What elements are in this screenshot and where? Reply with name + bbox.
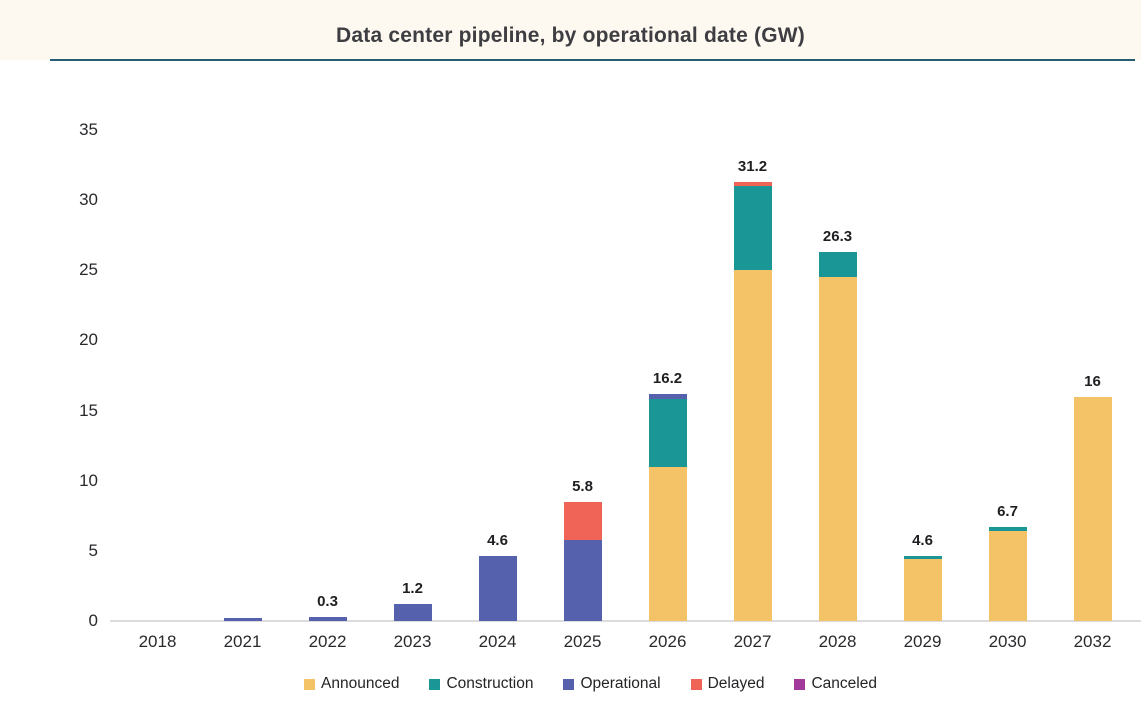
header-band: [0, 0, 1141, 60]
bar-value-label: 1.2: [402, 580, 423, 598]
bar-segment-announced: [1073, 396, 1112, 621]
bar-segment-operational: [223, 618, 262, 621]
bar-stack: [478, 556, 517, 621]
bar-stack: [818, 252, 857, 621]
x-tick-label: 2027: [733, 632, 772, 651]
y-tick-label: 30: [79, 190, 98, 210]
bar-segment-construction: [988, 527, 1027, 532]
legend-swatch-icon: [304, 678, 316, 690]
bar-segment-operational: [478, 556, 517, 621]
legend-swatch-icon: [794, 678, 806, 690]
bar-value-label: 6.7: [997, 503, 1018, 521]
bar-stack: [648, 393, 687, 621]
chart-title: Data center pipeline, by operational dat…: [336, 24, 805, 47]
x-axis: 2018 2021 2022 2023 2024 2025 2026 2027 2028 2029…: [115, 632, 1135, 652]
bar-segment-delayed: [733, 181, 772, 187]
legend-item-delayed: Delayed: [690, 675, 765, 693]
plot-area: 0.3 1.2 4.6 5.8 16.2 31.2 26.3 4.6 6.7 16: [110, 130, 1141, 622]
bar-stack: [733, 181, 772, 621]
y-axis: 0 5 10 15 20 25 30 35: [0, 120, 98, 630]
x-tick-label: 2030: [988, 632, 1027, 651]
bar-value-label: 16.2: [652, 369, 683, 387]
bar-2027: 31.2: [710, 130, 795, 621]
bar-2023: 1.2: [370, 130, 455, 621]
legend-item-construction: Construction: [429, 675, 533, 693]
bar-stack: [988, 527, 1027, 621]
x-axis-line: [110, 620, 1141, 622]
bar-2024: 4.6: [455, 130, 540, 621]
bar-2030: 6.7: [965, 130, 1050, 621]
bar-2032: 16: [1050, 130, 1135, 621]
x-tick-label: 2025: [563, 632, 602, 651]
bar-2018: [115, 130, 200, 621]
x-tick-label: 2029: [903, 632, 942, 651]
bar-segment-operational: [563, 539, 602, 621]
y-tick-label: 25: [79, 260, 98, 280]
bar-segment-operational: [308, 616, 347, 621]
x-tick-label: 2026: [648, 632, 687, 651]
bar-segment-construction: [903, 556, 942, 560]
bar-value-label: 0.3: [317, 592, 338, 610]
legend-label: Construction: [446, 675, 534, 692]
y-tick-label: 20: [79, 330, 98, 350]
bar-stack: [308, 616, 347, 621]
bar-value-label: 31.2: [737, 157, 768, 175]
legend-item-operational: Operational: [563, 675, 661, 693]
bar-segment-announced: [988, 531, 1027, 621]
legend-label: Canceled: [811, 675, 877, 692]
bar-2026: 16.2: [625, 130, 710, 621]
y-tick-label: 15: [79, 400, 98, 420]
x-tick-label: 2021: [223, 632, 262, 651]
legend-swatch-icon: [690, 678, 702, 690]
bar-2022: 0.3: [285, 130, 370, 621]
x-tick-label: 2032: [1073, 632, 1112, 651]
bar-value-label: 4.6: [912, 532, 933, 550]
bar-segment-construction: [733, 186, 772, 271]
legend-label: Delayed: [707, 675, 765, 692]
x-tick-label: 2018: [138, 632, 177, 651]
bar-stack: [223, 618, 262, 621]
bar-value-label: 26.3: [822, 228, 853, 246]
bar-segment-announced: [648, 466, 687, 621]
legend: Announced Construction Operational Delayed C…: [0, 675, 1141, 693]
bar-segment-operational: [648, 393, 687, 400]
legend-item-announced: Announced: [304, 675, 399, 693]
bar-stack: [393, 604, 432, 621]
bar-stack: [1073, 396, 1112, 621]
bar-2028: 26.3: [795, 130, 880, 621]
bar-2029: 4.6: [880, 130, 965, 621]
x-tick-label: 2024: [478, 632, 517, 651]
bar-value-label: 5.8: [572, 477, 593, 495]
y-tick-label: 0: [88, 611, 98, 630]
legend-item-canceled: Canceled: [794, 675, 877, 693]
legend-label: Operational: [580, 675, 661, 692]
x-tick-label: 2023: [393, 632, 432, 651]
y-tick-label: 10: [79, 470, 98, 490]
x-tick-label: 2022: [308, 632, 347, 651]
legend-swatch-icon: [429, 678, 441, 690]
y-tick-label: 5: [88, 540, 98, 560]
bar-stack: [903, 556, 942, 621]
bar-stack: [563, 501, 602, 621]
bar-segment-construction: [648, 399, 687, 467]
bar-segment-announced: [818, 277, 857, 621]
bar-segment-announced: [733, 270, 772, 621]
legend-label: Announced: [321, 675, 400, 692]
y-tick-label: 35: [79, 120, 98, 139]
x-tick-label: 2028: [818, 632, 857, 651]
bar-2025: 5.8: [540, 130, 625, 621]
title-divider: [50, 59, 1135, 61]
legend-swatch-icon: [563, 678, 575, 690]
bar-value-label: 4.6: [487, 532, 508, 550]
bar-segment-operational: [393, 604, 432, 621]
bar-segment-delayed: [563, 501, 602, 540]
bar-value-label: 16: [1084, 372, 1101, 390]
bar-segment-announced: [903, 559, 942, 621]
bar-segment-construction: [818, 252, 857, 278]
bar-2021: [200, 130, 285, 621]
